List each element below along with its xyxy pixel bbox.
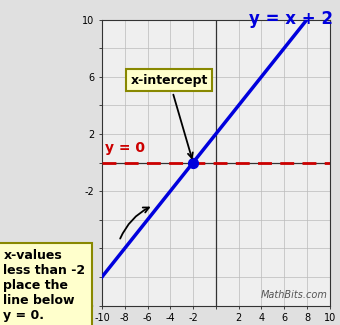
Point xyxy=(190,160,196,165)
Text: y = 0: y = 0 xyxy=(105,141,146,155)
Text: MathBits.com: MathBits.com xyxy=(261,290,327,300)
Text: x-values
less than -2
place the
line below
y = 0.: x-values less than -2 place the line bel… xyxy=(3,249,86,322)
Text: x-intercept: x-intercept xyxy=(131,74,208,158)
Text: y = x + 2: y = x + 2 xyxy=(249,10,333,28)
